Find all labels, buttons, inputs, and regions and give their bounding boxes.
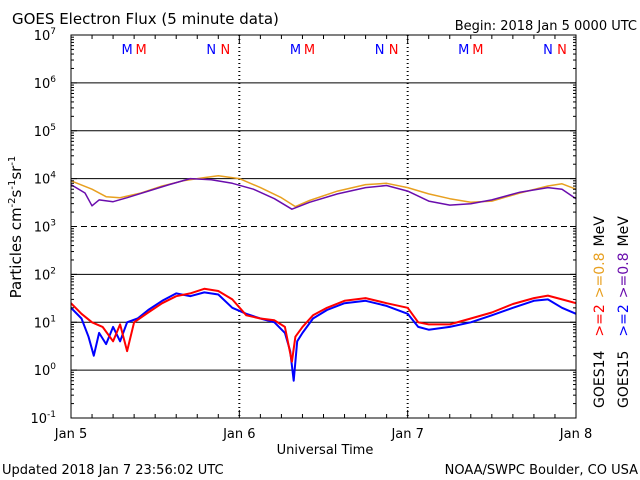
marker-n: N bbox=[220, 43, 230, 58]
legend-goes15-ge2: >=2 bbox=[616, 304, 632, 336]
y-tick-label: 104 bbox=[34, 171, 57, 188]
y-tick-label: 107 bbox=[34, 27, 56, 44]
legend-goes14-ge08: >=0.8 bbox=[592, 252, 608, 298]
credit-line: NOAA/SWPC Boulder, CO USA bbox=[445, 463, 638, 478]
y-tick-label: 105 bbox=[34, 123, 56, 140]
y-tick-label: 100 bbox=[34, 362, 57, 379]
x-axis: Jan 5 Jan 6 Jan 7 Jan 8 bbox=[54, 35, 592, 442]
marker-m: M bbox=[304, 43, 315, 58]
series-layer bbox=[70, 174, 577, 382]
legend-goes15: GOES15 >=2 >=0.8 MeV bbox=[616, 216, 632, 408]
legend-goes15-name: GOES15 bbox=[616, 351, 632, 408]
marker-m: M bbox=[136, 43, 147, 58]
x-tick-label: Jan 5 bbox=[54, 427, 87, 442]
gridlines bbox=[71, 82, 576, 371]
legend-goes15-ge08: >=0.8 bbox=[616, 252, 632, 298]
y-tick-label: 101 bbox=[34, 314, 56, 331]
x-tick-label: Jan 8 bbox=[559, 427, 592, 442]
y-tick-label: 106 bbox=[34, 75, 57, 92]
marker-m: M bbox=[472, 43, 483, 58]
legend-goes14: GOES14 >=2 >=0.8 MeV bbox=[592, 216, 608, 408]
marker-n: N bbox=[375, 43, 385, 58]
legend-unit-a: MeV bbox=[592, 216, 608, 247]
x-axis-label: Universal Time bbox=[277, 443, 374, 458]
legend-goes14-name: GOES14 bbox=[592, 350, 608, 408]
series-line-2 bbox=[70, 177, 577, 210]
series-line-4 bbox=[70, 287, 577, 363]
updated-timestamp: Updated 2018 Jan 7 23:56:02 UTC bbox=[2, 463, 224, 478]
marker-n: N bbox=[543, 43, 553, 58]
series-line-3 bbox=[70, 291, 577, 382]
marker-m: M bbox=[458, 43, 469, 58]
y-axis: 10-1 100 101 102 103 104 105 106 107 bbox=[30, 27, 576, 427]
y-axis-label: Particles cm-2s-1sr-1 bbox=[7, 156, 25, 299]
marker-m: M bbox=[122, 43, 133, 58]
y-tick-label: 102 bbox=[34, 266, 56, 283]
marker-n: N bbox=[389, 43, 399, 58]
x-tick-label: Jan 6 bbox=[222, 427, 255, 442]
legend-goes14-ge2: >=2 bbox=[592, 304, 608, 336]
y-tick-label: 103 bbox=[34, 219, 56, 236]
marker-m: M bbox=[290, 43, 301, 58]
legend-unit-b: MeV bbox=[616, 216, 632, 247]
begin-date: Begin: 2018 Jan 5 0000 UTC bbox=[455, 19, 637, 34]
x-tick-label: Jan 7 bbox=[390, 427, 423, 442]
marker-n: N bbox=[206, 43, 216, 58]
marker-n: N bbox=[557, 43, 567, 58]
chart-title: GOES Electron Flux (5 minute data) bbox=[12, 10, 279, 28]
y-tick-label: 10-1 bbox=[30, 410, 56, 427]
